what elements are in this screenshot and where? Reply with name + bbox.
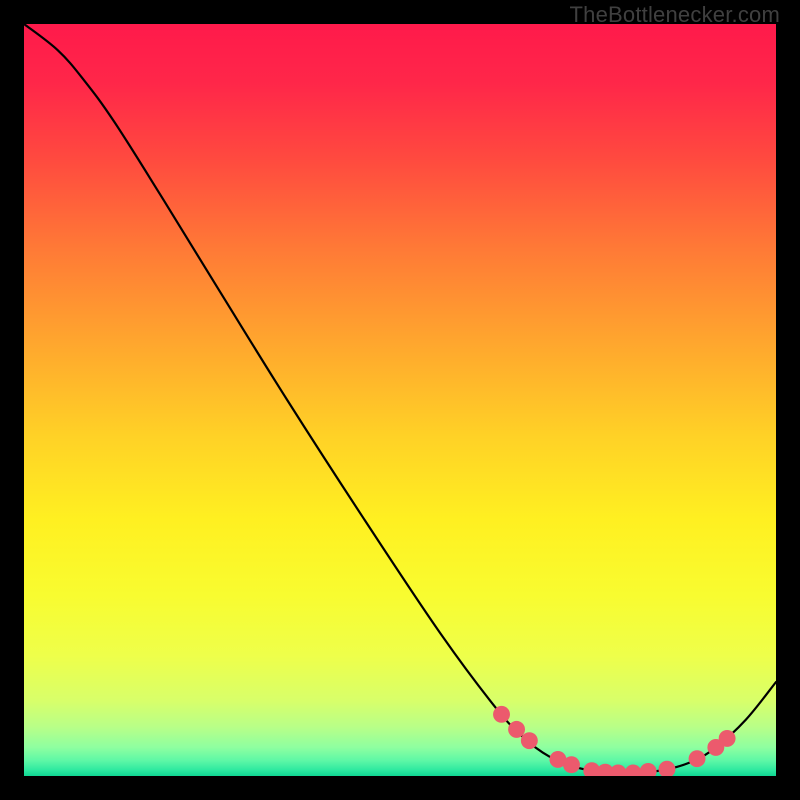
curve-marker: [563, 756, 580, 773]
plot-svg: [24, 24, 776, 776]
gradient-background: [24, 24, 776, 776]
curve-marker: [493, 706, 510, 723]
curve-marker: [689, 750, 706, 767]
plot-area: [22, 22, 778, 778]
curve-marker: [508, 721, 525, 738]
curve-marker: [719, 730, 736, 747]
chart-wrapper: TheBottlenecker.com: [0, 0, 800, 800]
curve-marker: [521, 732, 538, 749]
